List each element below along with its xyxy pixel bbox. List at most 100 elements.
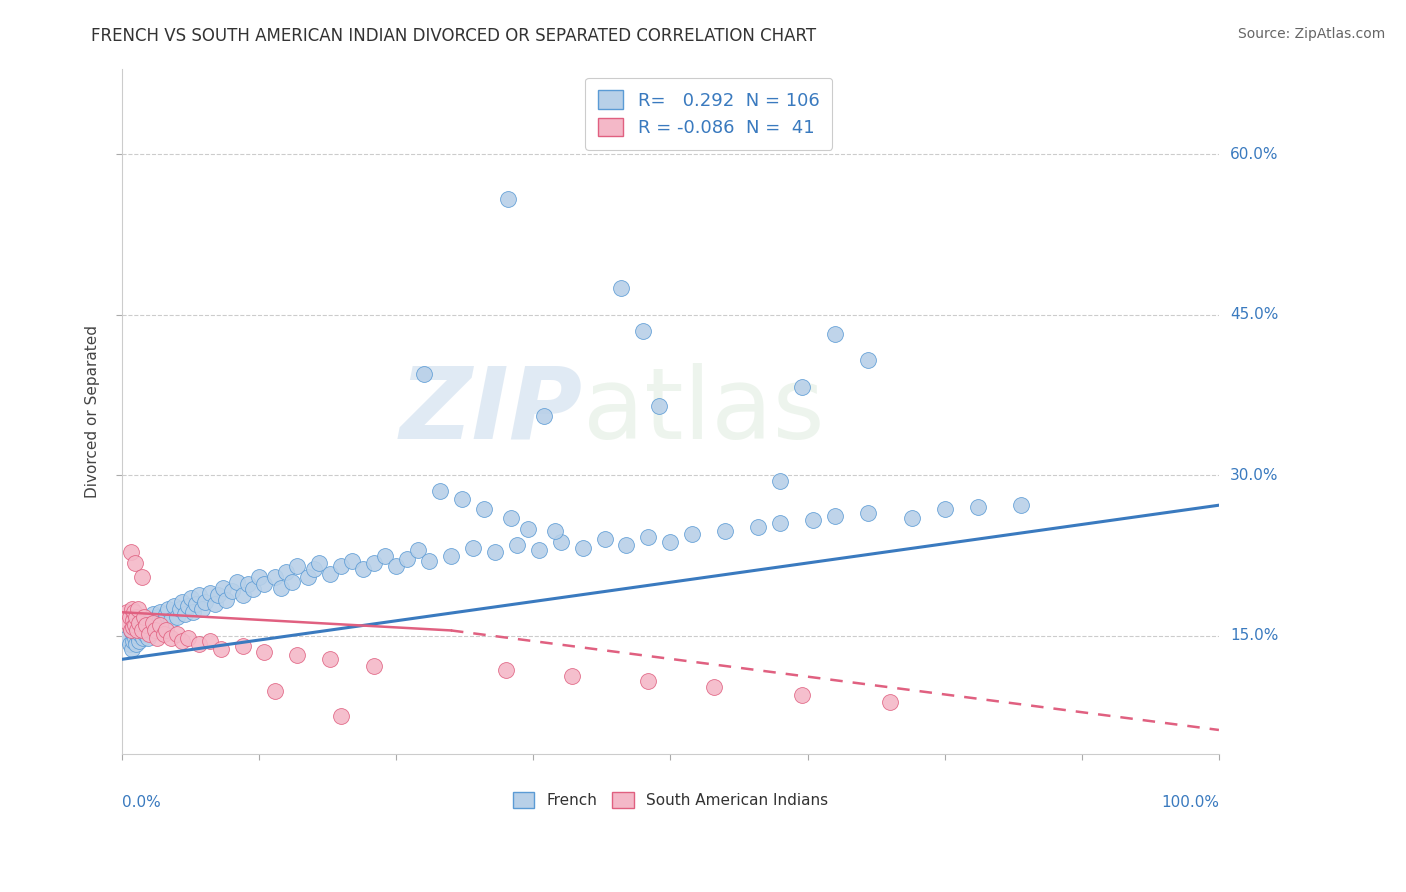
Point xyxy=(769,516,792,531)
Point xyxy=(136,631,159,645)
Point xyxy=(145,613,167,627)
Point xyxy=(194,594,217,608)
Point xyxy=(132,624,155,638)
Point xyxy=(276,565,298,579)
Point xyxy=(163,599,186,613)
Point xyxy=(406,543,429,558)
Point xyxy=(125,609,148,624)
Point xyxy=(790,688,813,702)
Point xyxy=(824,508,846,523)
Point xyxy=(122,618,145,632)
Point xyxy=(143,624,166,638)
Point xyxy=(152,615,174,630)
Text: 30.0%: 30.0% xyxy=(1230,467,1278,483)
Point xyxy=(198,586,221,600)
Point xyxy=(330,559,353,574)
Point xyxy=(472,502,495,516)
Point xyxy=(429,484,451,499)
Point xyxy=(363,556,385,570)
Point xyxy=(160,613,183,627)
Y-axis label: Divorced or Separated: Divorced or Separated xyxy=(86,325,100,498)
Point xyxy=(211,581,233,595)
Point xyxy=(966,500,988,515)
Point xyxy=(191,602,214,616)
Point xyxy=(132,613,155,627)
Point xyxy=(681,527,703,541)
Point xyxy=(169,602,191,616)
Point xyxy=(120,624,142,638)
Point xyxy=(209,641,232,656)
Point xyxy=(215,593,238,607)
Point xyxy=(571,541,593,555)
Point xyxy=(117,605,139,619)
Point xyxy=(418,554,440,568)
Point xyxy=(703,680,725,694)
Point xyxy=(253,645,276,659)
Point xyxy=(330,709,353,723)
Point xyxy=(352,562,374,576)
Point xyxy=(506,538,529,552)
Point xyxy=(146,609,169,624)
Point xyxy=(136,620,159,634)
Text: Source: ZipAtlas.com: Source: ZipAtlas.com xyxy=(1237,27,1385,41)
Point xyxy=(516,522,538,536)
Point xyxy=(149,605,172,619)
Point xyxy=(138,626,160,640)
Point xyxy=(121,634,143,648)
Point xyxy=(127,629,149,643)
Text: 0.0%: 0.0% xyxy=(122,795,160,810)
Point xyxy=(231,640,253,654)
Point xyxy=(181,605,204,619)
Point xyxy=(174,607,197,622)
Point xyxy=(342,554,364,568)
Point xyxy=(166,626,188,640)
Point xyxy=(302,562,325,576)
Point xyxy=(132,609,155,624)
Point xyxy=(120,545,142,559)
Point xyxy=(120,624,142,638)
Point xyxy=(176,599,198,613)
Point xyxy=(117,615,139,630)
Point xyxy=(484,545,506,559)
Point xyxy=(138,613,160,627)
Point xyxy=(934,502,956,516)
Point xyxy=(127,615,149,629)
Point xyxy=(156,602,179,616)
Text: 45.0%: 45.0% xyxy=(1230,307,1278,322)
Point xyxy=(172,634,194,648)
Point xyxy=(496,192,519,206)
Point xyxy=(527,543,550,558)
Point xyxy=(281,575,304,590)
Point xyxy=(242,582,264,596)
Text: 15.0%: 15.0% xyxy=(1230,628,1278,643)
Point xyxy=(135,615,157,630)
Point xyxy=(451,491,474,506)
Point xyxy=(747,519,769,533)
Point xyxy=(659,534,682,549)
Point xyxy=(143,620,166,634)
Point xyxy=(544,524,567,538)
Point xyxy=(270,581,292,595)
Point xyxy=(253,577,276,591)
Point xyxy=(631,324,654,338)
Point xyxy=(561,669,583,683)
Point xyxy=(801,513,824,527)
Point xyxy=(207,588,229,602)
Point xyxy=(176,631,198,645)
Point xyxy=(124,631,146,645)
Point xyxy=(247,570,270,584)
Point xyxy=(172,594,194,608)
Text: 60.0%: 60.0% xyxy=(1230,146,1278,161)
Point xyxy=(790,380,813,394)
Point xyxy=(231,588,253,602)
Point xyxy=(637,530,659,544)
Point xyxy=(117,631,139,645)
Point xyxy=(363,658,385,673)
Point xyxy=(129,626,152,640)
Point xyxy=(824,326,846,341)
Point xyxy=(141,615,163,630)
Point xyxy=(319,566,342,581)
Point xyxy=(125,637,148,651)
Point xyxy=(139,624,162,638)
Point xyxy=(285,559,308,574)
